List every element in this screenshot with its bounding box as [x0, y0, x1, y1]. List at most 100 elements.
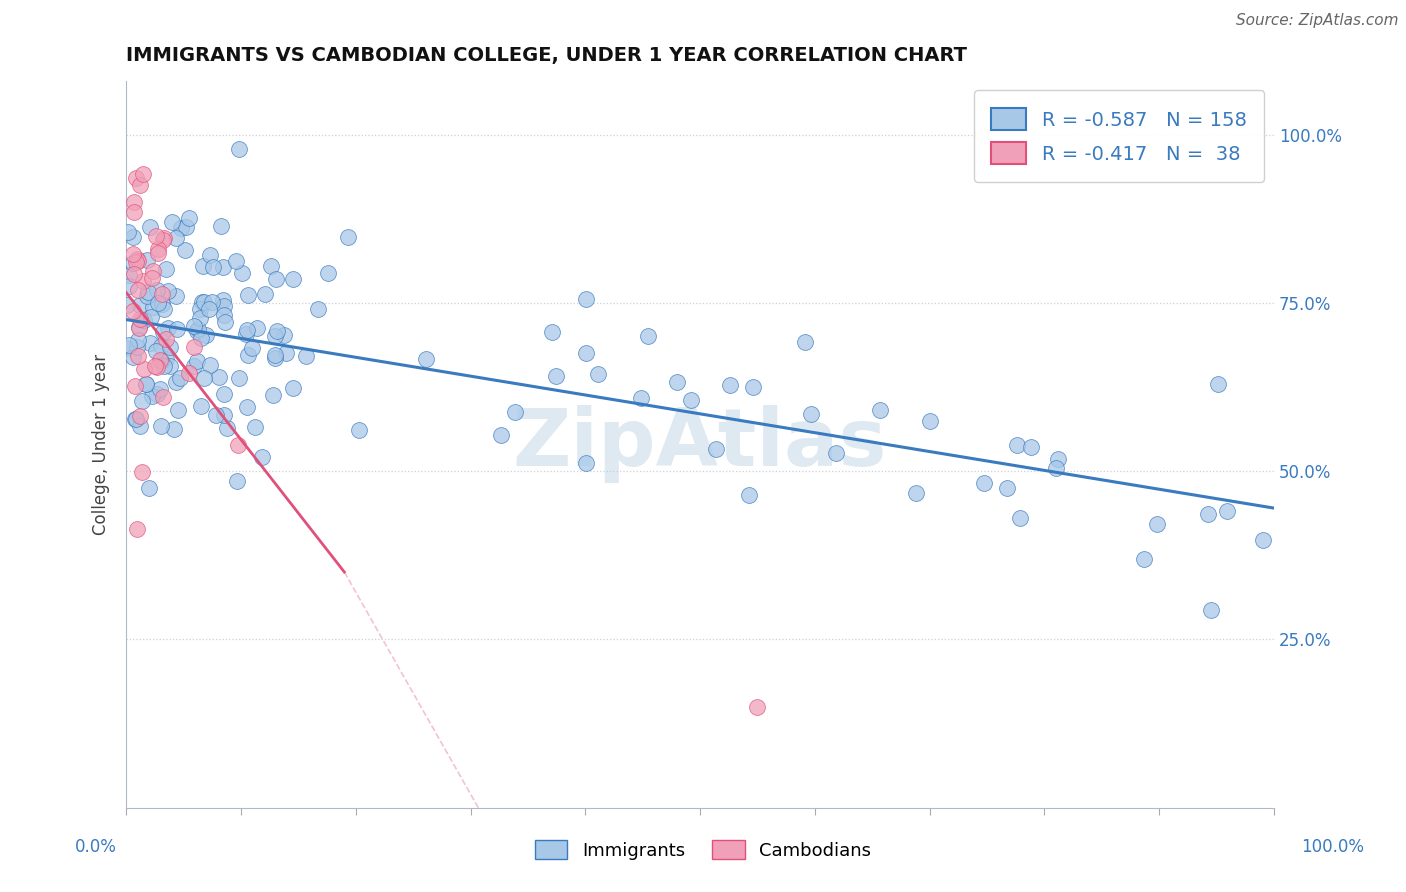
Point: [125, 411, 148, 425]
Point: [132, 167, 155, 181]
Point: [190, 331, 212, 345]
Point: [135, 377, 157, 392]
Point: [165, 375, 187, 389]
Point: [316, 266, 339, 280]
Text: ZipAtlas: ZipAtlas: [513, 405, 887, 483]
Point: [1197, 508, 1219, 522]
Point: [236, 400, 259, 414]
Text: IMMIGRANTS VS CAMBODIAN COLLEGE, UNDER 1 YEAR CORRELATION CHART: IMMIGRANTS VS CAMBODIAN COLLEGE, UNDER 1…: [127, 46, 967, 65]
Point: [191, 259, 214, 273]
Point: [225, 474, 247, 488]
Point: [145, 229, 167, 244]
Point: [503, 405, 526, 419]
Point: [145, 283, 167, 297]
Point: [254, 287, 277, 301]
Point: [190, 302, 212, 317]
Point: [141, 310, 163, 324]
Point: [260, 260, 283, 274]
Point: [186, 354, 208, 368]
Point: [869, 402, 891, 417]
Point: [125, 254, 148, 268]
Point: [1005, 438, 1028, 452]
Point: [186, 324, 208, 338]
Point: [146, 387, 169, 401]
Point: [190, 400, 212, 414]
Point: [208, 369, 231, 384]
Point: [1206, 376, 1229, 391]
Point: [122, 268, 145, 282]
Point: [129, 311, 152, 326]
Point: [236, 288, 259, 302]
Point: [117, 298, 139, 312]
Point: [1201, 602, 1223, 616]
Point: [143, 359, 166, 373]
Point: [201, 260, 224, 274]
Point: [637, 329, 659, 343]
Point: [905, 486, 928, 500]
Point: [162, 422, 184, 436]
Point: [283, 381, 305, 395]
Point: [129, 418, 152, 433]
Point: [131, 465, 153, 479]
Point: [146, 296, 169, 310]
Point: [121, 304, 143, 318]
Point: [544, 369, 567, 384]
Point: [149, 339, 172, 353]
Point: [125, 252, 148, 267]
Point: [142, 301, 165, 315]
Point: [800, 407, 823, 421]
Point: [1146, 516, 1168, 531]
Point: [198, 301, 221, 316]
Point: [264, 329, 287, 343]
Point: [152, 325, 174, 339]
Point: [149, 383, 172, 397]
Point: [155, 332, 177, 346]
Point: [117, 338, 139, 352]
Point: [540, 325, 562, 339]
Point: [188, 311, 211, 326]
Point: [240, 342, 263, 356]
Point: [121, 350, 143, 364]
Point: [264, 351, 287, 366]
Point: [125, 340, 148, 354]
Point: [165, 230, 187, 244]
Point: [575, 456, 598, 470]
Point: [132, 274, 155, 288]
Point: [718, 378, 741, 392]
Point: [264, 348, 287, 362]
Point: [415, 351, 437, 366]
Point: [918, 414, 941, 428]
Point: [228, 370, 250, 384]
Point: [134, 313, 156, 327]
Point: [187, 322, 209, 336]
Point: [160, 215, 183, 229]
Point: [127, 283, 149, 297]
Legend: R = -0.587   N = 158, R = -0.417   N =  38: R = -0.587 N = 158, R = -0.417 N = 38: [974, 90, 1264, 182]
Legend: Immigrants, Cambodians: Immigrants, Cambodians: [527, 832, 879, 867]
Point: [231, 266, 253, 280]
Point: [128, 298, 150, 312]
Point: [205, 409, 228, 423]
Point: [212, 299, 235, 313]
Point: [124, 411, 146, 425]
Point: [738, 488, 761, 502]
Point: [159, 340, 181, 354]
Point: [262, 388, 284, 402]
Point: [128, 178, 150, 192]
Point: [250, 450, 273, 465]
Point: [131, 393, 153, 408]
Point: [214, 315, 236, 329]
Point: [176, 220, 198, 235]
Point: [1216, 504, 1239, 518]
Point: [190, 294, 212, 309]
Point: [141, 389, 163, 403]
Point: [198, 358, 221, 372]
Point: [193, 294, 215, 309]
Point: [149, 352, 172, 367]
Point: [117, 225, 139, 239]
Point: [681, 392, 703, 407]
Point: [155, 351, 177, 366]
Point: [215, 420, 238, 434]
Point: [139, 220, 162, 235]
Point: [195, 327, 218, 342]
